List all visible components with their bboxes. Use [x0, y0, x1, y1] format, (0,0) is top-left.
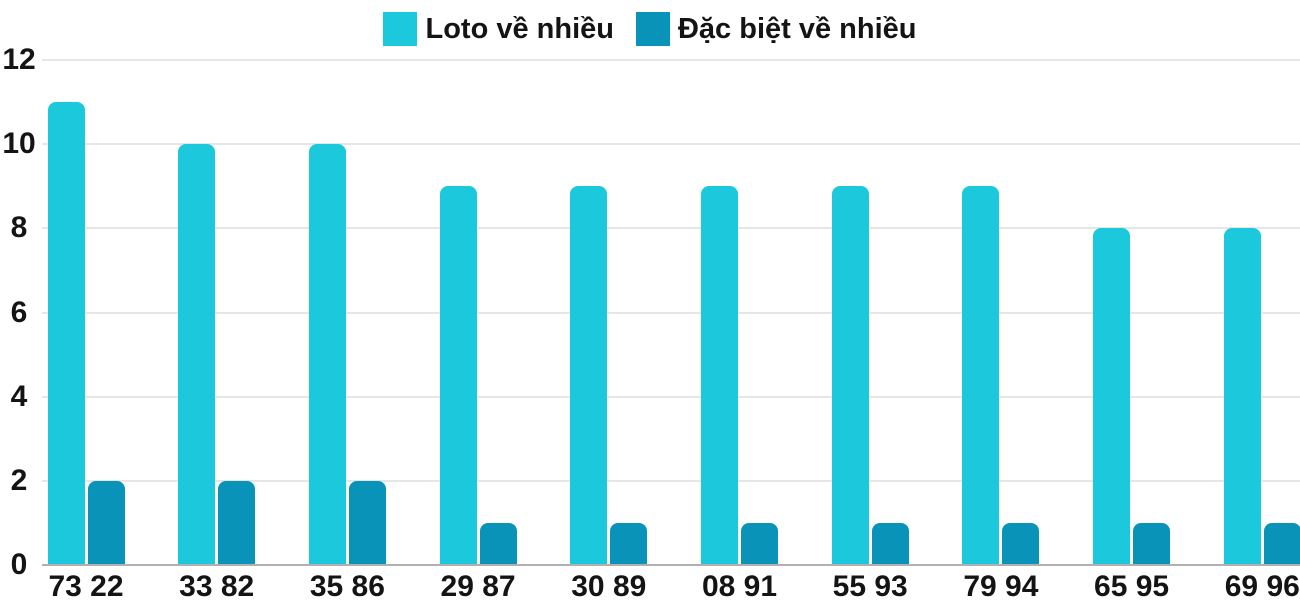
x-axis-category-label: 29 87: [440, 570, 516, 600]
legend-swatch-dacbiet: [635, 12, 670, 46]
y-axis-tick-label: 6: [10, 295, 28, 329]
y-axis-tick-label: 4: [10, 379, 28, 413]
legend-swatch-loto: [383, 12, 418, 46]
bar[interactable]: [308, 144, 346, 565]
y-gridline: [42, 479, 1300, 482]
bar[interactable]: [1133, 522, 1171, 565]
legend: Loto về nhiều Đặc biệt về nhiều: [0, 12, 1300, 46]
x-axis-category-label: 33 82: [179, 570, 255, 600]
x-axis-category-label: 69 96: [1224, 570, 1300, 600]
bar[interactable]: [1263, 522, 1300, 565]
legend-label-loto: Loto về nhiều: [425, 13, 614, 45]
bar[interactable]: [831, 186, 869, 565]
bar[interactable]: [348, 480, 386, 565]
bar[interactable]: [741, 522, 778, 565]
y-gridline: [42, 143, 1300, 146]
x-axis-category-label: 35 86: [309, 570, 385, 600]
y-gridline: [42, 395, 1300, 398]
x-axis-category-label: 08 91: [701, 570, 778, 600]
x-axis-category-label: 30 89: [571, 570, 647, 600]
x-axis-category-label: 73 22: [48, 570, 124, 600]
y-gridline: [42, 311, 1300, 314]
bar[interactable]: [701, 186, 738, 565]
x-axis-baseline: [42, 563, 1300, 566]
bar[interactable]: [47, 102, 85, 565]
legend-label-dacbiet: Đặc biệt về nhiều: [677, 13, 917, 45]
bar[interactable]: [218, 480, 256, 565]
bar[interactable]: [479, 522, 517, 565]
y-axis-tick-label: 12: [2, 43, 36, 76]
legend-item-loto[interactable]: Loto về nhiều: [383, 12, 614, 46]
x-axis-category-label: 65 95: [1094, 570, 1170, 600]
y-axis-tick-label: 10: [2, 127, 36, 161]
y-gridline: [42, 227, 1300, 230]
y-axis-tick-label: 0: [10, 548, 28, 581]
x-axis-category-label: 79 94: [963, 570, 1039, 600]
bar[interactable]: [962, 186, 1000, 565]
bar[interactable]: [87, 480, 125, 565]
bar[interactable]: [439, 186, 477, 565]
y-gridline: [42, 59, 1300, 61]
x-axis-category-label: 55 93: [832, 570, 908, 600]
bar[interactable]: [610, 522, 648, 565]
bar[interactable]: [1093, 228, 1131, 565]
bar[interactable]: [1002, 522, 1040, 565]
y-axis-tick-label: 2: [10, 463, 28, 497]
bar[interactable]: [1223, 228, 1261, 565]
bar[interactable]: [178, 144, 216, 565]
bar[interactable]: [570, 186, 608, 565]
bar[interactable]: [871, 522, 909, 565]
y-axis-tick-label: 8: [10, 211, 28, 245]
legend-item-dacbiet[interactable]: Đặc biệt về nhiều: [635, 12, 917, 46]
